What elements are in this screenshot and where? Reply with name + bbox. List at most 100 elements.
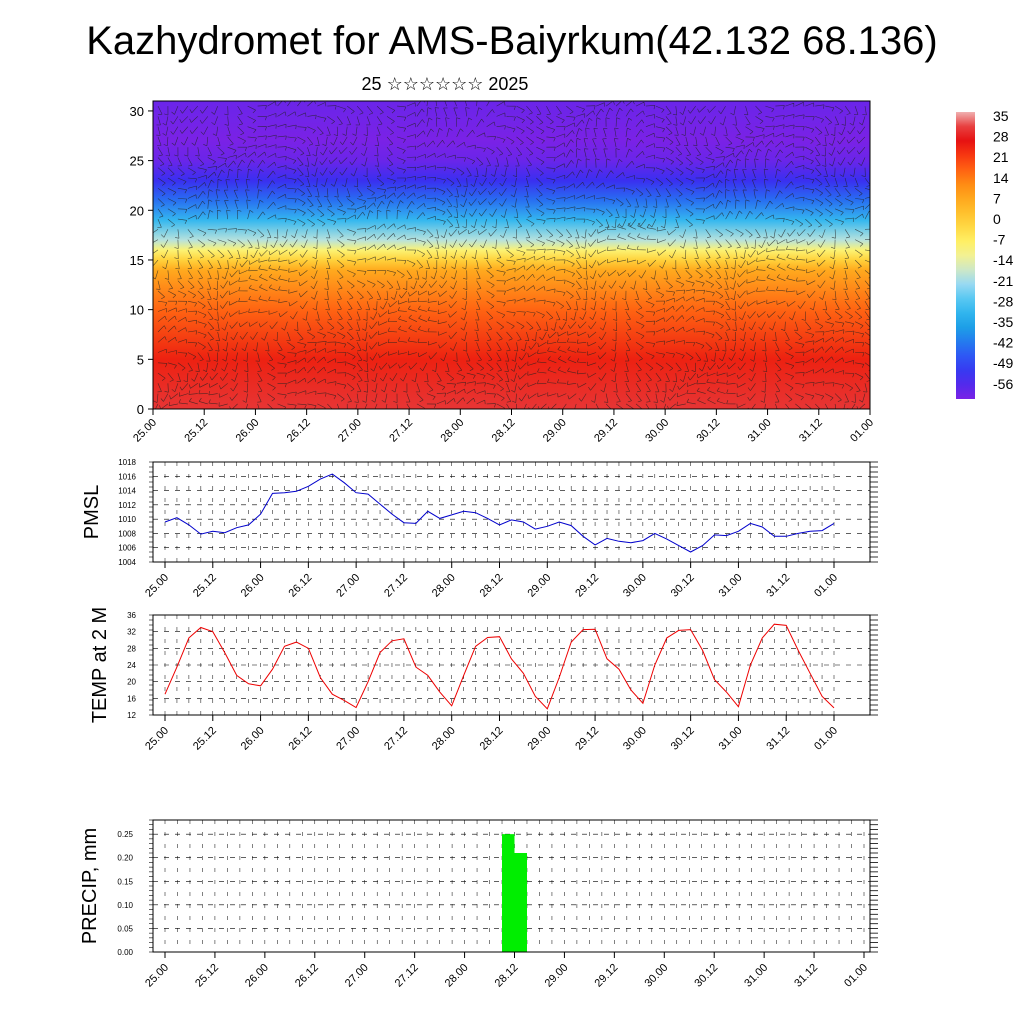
wind-barbs — [153, 101, 870, 409]
cs-xtick-label-5: 27.12 — [387, 417, 415, 445]
colorbar-label-4: 7 — [993, 190, 1001, 206]
temp-xtick-label-2: 26.00 — [239, 725, 267, 753]
temp-xtick-label-13: 31.12 — [764, 725, 792, 753]
cross-section-y-axis: 0 5 10 15 20 25 30 — [130, 104, 153, 417]
cs-xtick-label-2: 26.00 — [234, 417, 262, 445]
colorbar-label-2: 21 — [993, 149, 1009, 165]
precip-xtick-label-13: 31.12 — [792, 962, 820, 990]
temp-xtick-label-6: 28.00 — [430, 725, 458, 753]
pmsl-ytick-label-6: 1016 — [118, 472, 136, 481]
colorbar-label-1: 28 — [993, 129, 1009, 145]
precip-ytick-label-3: 0.15 — [117, 877, 133, 886]
colorbar-strip — [956, 112, 975, 399]
temp-y-axis: 12 16 20 24 28 32 36 — [127, 611, 136, 720]
cs-xtick-label-1: 25.12 — [182, 417, 210, 445]
precip-xtick-label-10: 30.00 — [642, 962, 670, 990]
pmsl-xtick-label-2: 26.00 — [239, 572, 267, 600]
pmsl-ytick-label-1: 1006 — [118, 544, 136, 553]
temp-xtick-label-4: 27.00 — [334, 725, 362, 753]
cross-section-panel: 0 5 10 15 20 25 30 25.00 25.12 26.00 26.12 27.00 27… — [130, 100, 876, 445]
precip-xtick-label-11: 30.12 — [692, 962, 720, 990]
pmsl-frame — [152, 461, 871, 563]
pmsl-ytick-label-0: 1004 — [118, 558, 136, 567]
temp-xtick-label-9: 29.12 — [573, 725, 601, 753]
pmsl-xtick-label-6: 28.00 — [430, 572, 458, 600]
cs-xtick-label-12: 31.00 — [746, 417, 774, 445]
pmsl-xtick-label-4: 27.00 — [334, 572, 362, 600]
pmsl-xtick-label-9: 29.12 — [573, 572, 601, 600]
colorbar-label-11: -42 — [993, 335, 1013, 351]
temp-x-axis: 25.00 25.12 26.00 26.12 27.00 27.12 28.00 28.12… — [143, 715, 840, 753]
precip-xtick-label-5: 27.12 — [393, 962, 421, 990]
precip-bar-1 — [514, 853, 527, 952]
precip-ytick-label-2: 0.10 — [117, 901, 133, 910]
pmsl-ytick-label-5: 1014 — [118, 487, 136, 496]
temp-ytick-label-0: 12 — [127, 711, 136, 720]
temp-series-line — [164, 623, 835, 710]
pmsl-y-axis: 1004 1006 1008 1010 1012 1014 1016 1018 — [118, 458, 136, 567]
pmsl-x-axis: 25.00 25.12 26.00 26.12 27.00 27.12 28.00 28.12… — [143, 562, 840, 600]
temp-xtick-label-10: 30.00 — [621, 725, 649, 753]
pmsl-xtick-label-8: 29.00 — [525, 572, 553, 600]
precip-y-label: PRECIP, mm — [79, 828, 101, 944]
colorbar-label-3: 14 — [993, 170, 1009, 186]
precip-ytick-label-0: 0.00 — [117, 948, 133, 957]
cs-xtick-label-4: 27.00 — [336, 417, 364, 445]
precip-xtick-label-14: 01.00 — [842, 962, 870, 990]
cs-ytick-label-6: 30 — [130, 104, 144, 119]
pmsl-series-line — [164, 473, 835, 553]
precip-xtick-label-4: 27.00 — [343, 962, 371, 990]
precip-xtick-label-12: 31.00 — [742, 962, 770, 990]
pmsl-xtick-label-1: 25.12 — [191, 572, 219, 600]
cs-ytick-label-0: 0 — [137, 402, 144, 417]
temp-ytick-label-3: 24 — [127, 661, 136, 670]
cs-xtick-label-0: 25.00 — [131, 417, 159, 445]
colorbar-label-5: 0 — [993, 211, 1001, 227]
temp-xtick-label-0: 25.00 — [143, 725, 171, 753]
temp-xtick-label-12: 31.00 — [717, 725, 745, 753]
precip-xtick-label-8: 29.00 — [543, 962, 571, 990]
precip-xtick-label-9: 29.12 — [593, 962, 621, 990]
precip-bars — [502, 834, 527, 952]
precip-ytick-label-4: 0.20 — [117, 854, 133, 863]
pmsl-xtick-label-5: 27.12 — [382, 572, 410, 600]
pmsl-grid — [149, 461, 878, 563]
temp-xtick-label-5: 27.12 — [382, 725, 410, 753]
temp-xtick-label-7: 28.12 — [478, 725, 506, 753]
temp-panel: 12 16 20 24 28 32 36 25.00 25.12 26.00 26.12 27.00… — [89, 607, 878, 753]
pmsl-xtick-label-12: 31.00 — [717, 572, 745, 600]
pmsl-xtick-label-11: 30.12 — [669, 572, 697, 600]
cs-ytick-label-3: 15 — [130, 253, 144, 268]
cross-section-x-axis: 25.00 25.12 26.00 26.12 27.00 27.12 28.00 28.12… — [131, 409, 876, 445]
precip-bar-0 — [502, 834, 515, 952]
cs-xtick-label-14: 01.00 — [848, 417, 876, 445]
precip-xtick-label-7: 28.12 — [493, 962, 521, 990]
colorbar-label-8: -21 — [993, 273, 1013, 289]
colorbar-label-6: -7 — [993, 232, 1006, 248]
temp-xtick-label-3: 26.12 — [287, 725, 315, 753]
temp-ytick-label-2: 20 — [127, 678, 136, 687]
wind-barb-paths — [153, 101, 870, 409]
pmsl-ytick-label-2: 1008 — [118, 529, 136, 538]
temp-frame — [152, 614, 871, 716]
precip-y-axis: 0.00 0.05 0.10 0.15 0.20 0.25 — [117, 830, 133, 957]
precip-xtick-label-3: 26.12 — [293, 962, 321, 990]
cross-section-fill — [153, 101, 870, 409]
colorbar: 35 28 21 14 7 0 -7 -14 -21 -28 -35 -42 -49 -56 — [956, 108, 1013, 399]
precip-ytick-label-1: 0.05 — [117, 924, 133, 933]
precip-xtick-label-6: 28.00 — [443, 962, 471, 990]
cs-xtick-label-6: 28.00 — [438, 417, 466, 445]
temp-xtick-label-11: 30.12 — [669, 725, 697, 753]
temp-ytick-label-5: 32 — [127, 628, 136, 637]
cs-xtick-label-10: 30.00 — [643, 417, 671, 445]
cs-xtick-label-3: 26.12 — [285, 417, 313, 445]
colorbar-label-13: -56 — [993, 376, 1013, 392]
temp-ytick-label-1: 16 — [127, 694, 136, 703]
precip-xtick-label-2: 26.00 — [243, 962, 271, 990]
date-subtitle: 25 ☆☆☆☆☆☆ 2025 — [361, 74, 529, 94]
colorbar-label-10: -35 — [993, 314, 1013, 330]
temp-ytick-label-6: 36 — [127, 611, 136, 620]
